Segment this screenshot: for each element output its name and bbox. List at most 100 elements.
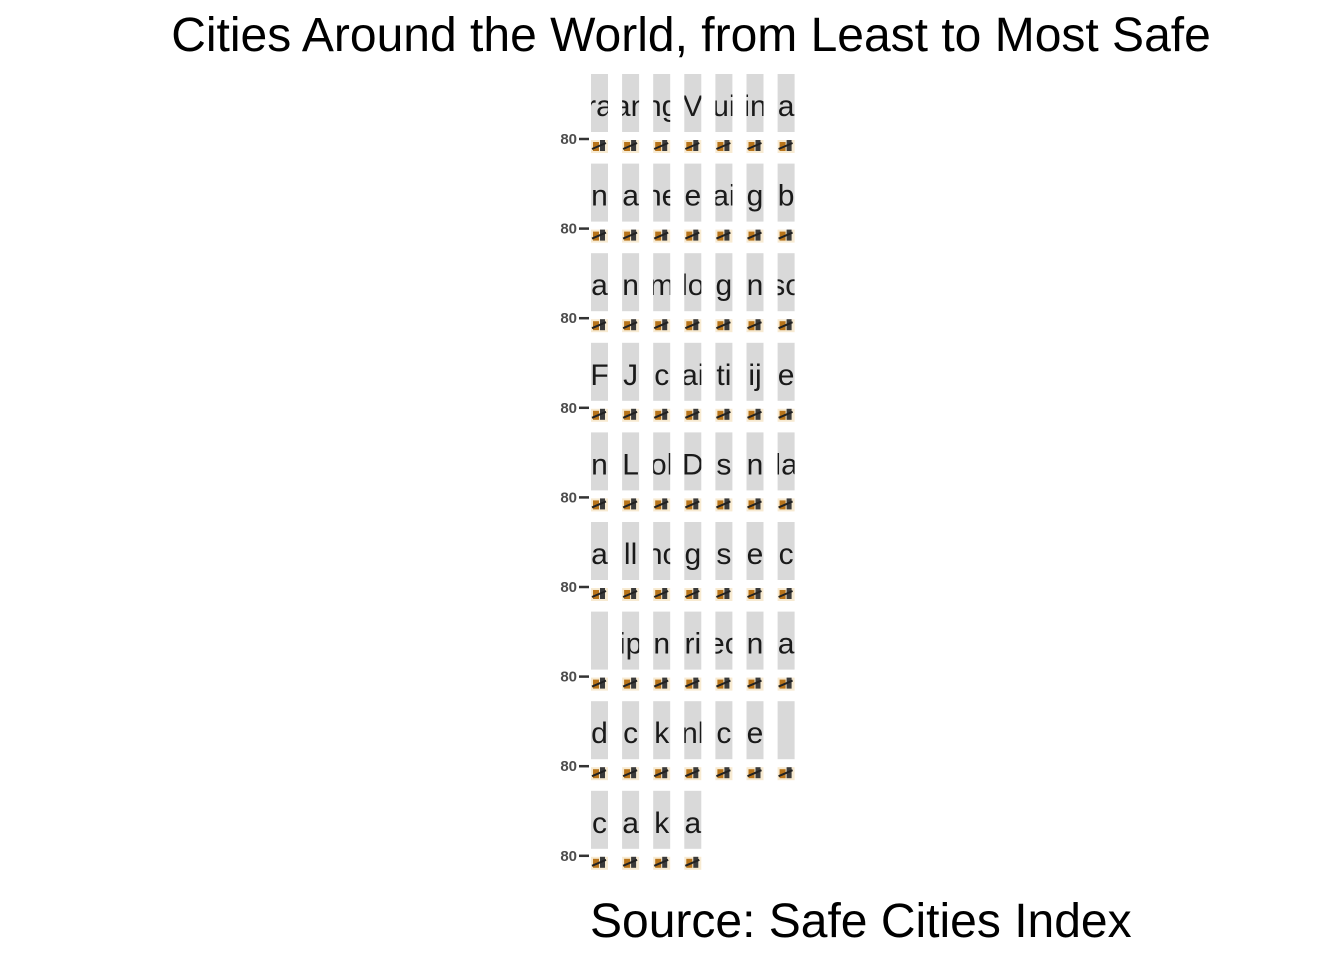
facet-strip-label: k	[654, 807, 670, 840]
facet-strip	[591, 342, 608, 401]
data-mark	[778, 231, 793, 240]
facet-strip	[684, 74, 702, 132]
facet-strip-label: F	[590, 359, 608, 392]
data-mark	[591, 679, 607, 688]
facet-strip-label: ip	[619, 628, 642, 661]
facet-panel: n 80	[560, 163, 608, 243]
data-mark	[747, 679, 762, 688]
data-mark	[747, 590, 762, 598]
facet-panel: a	[622, 163, 640, 243]
facet-panel: n	[746, 253, 764, 333]
data-mark	[622, 858, 638, 867]
facet-panel: c	[777, 522, 795, 601]
facet-strip	[715, 342, 733, 401]
facet-strip	[653, 701, 671, 760]
facet-strip	[746, 74, 764, 132]
facet-panel: e	[684, 163, 702, 243]
facet-panel: hc	[653, 522, 671, 601]
data-mark	[778, 679, 793, 688]
facet-panel: lo	[684, 253, 702, 333]
facet-panel: b	[777, 163, 795, 243]
facet-strip-label: ai	[681, 359, 704, 392]
facet-strip	[591, 253, 608, 312]
facet-panel: ng	[653, 74, 671, 153]
data-mark	[653, 231, 669, 240]
data-mark	[778, 769, 793, 778]
facet-strip-label: in	[743, 90, 766, 123]
facet-panel: so	[777, 253, 795, 333]
facet-panel: F 80	[560, 342, 608, 422]
facet-panel: d 80	[560, 701, 608, 781]
facet-strip	[684, 432, 702, 491]
facet-strip	[684, 253, 702, 312]
facet-strip	[777, 522, 795, 580]
facet-panel: ip	[619, 611, 642, 691]
facet-strip-label: ui	[712, 90, 735, 123]
facet-strip-label: n	[747, 269, 764, 302]
facet-panel: an	[622, 74, 640, 153]
facet-strip	[591, 790, 608, 849]
data-mark	[716, 679, 731, 688]
data-mark	[716, 410, 731, 419]
data-mark	[653, 858, 669, 867]
facet-strip-label: a	[591, 538, 608, 571]
facet-strip	[622, 790, 640, 849]
facet-panel: a 80	[560, 253, 608, 333]
data-mark	[778, 410, 793, 419]
facet-panel: a	[777, 611, 795, 691]
facet-strip	[622, 74, 640, 132]
facet-strip	[653, 74, 671, 132]
data-mark	[653, 410, 669, 419]
facet-strip-label: e	[778, 359, 795, 392]
facet-strip-label: a	[778, 628, 795, 661]
facet-strip-label: b	[778, 180, 795, 213]
data-mark	[591, 500, 607, 509]
facet-strip	[777, 342, 795, 401]
data-mark	[684, 858, 700, 867]
facet-strip	[684, 342, 702, 401]
data-mark	[622, 231, 638, 240]
facet-strip	[777, 611, 795, 670]
facet-panel: n	[653, 611, 671, 691]
facet-strip	[591, 74, 608, 132]
chart-title: Cities Around the World, from Least to M…	[171, 9, 1211, 62]
facet-strip	[653, 432, 671, 491]
data-mark	[716, 231, 731, 240]
facet-panel: ij	[746, 342, 764, 422]
facet-panel: ll	[622, 522, 640, 601]
data-mark	[622, 590, 638, 598]
facet-panel: n 80	[560, 432, 608, 512]
facet-strip-label: s	[716, 448, 731, 481]
facet-strip-label: la	[774, 448, 798, 481]
facet-panel: D	[684, 432, 702, 512]
facet-strip-label: c	[654, 359, 669, 392]
data-mark	[591, 231, 607, 240]
facet-strip	[715, 611, 733, 670]
facet-strip-label: a	[622, 807, 639, 840]
facet-strip	[591, 611, 608, 670]
facet-strip	[715, 253, 733, 312]
data-mark	[716, 321, 731, 330]
facet-strip	[715, 522, 733, 580]
data-mark	[747, 500, 762, 509]
facet-strip-label: k	[654, 717, 670, 750]
facet-strip	[684, 163, 702, 222]
y-tick-label: 80	[560, 310, 577, 327]
facet-strip-label: m	[649, 269, 674, 302]
facet-strip	[622, 522, 640, 580]
data-mark	[591, 769, 607, 778]
facet-strip	[684, 611, 702, 670]
data-mark	[591, 321, 607, 330]
facet-strip	[653, 253, 671, 312]
facet-strip	[622, 342, 640, 401]
facet-strip-label: ne	[645, 180, 678, 213]
facet-panel: J	[622, 342, 640, 422]
data-mark	[716, 142, 731, 150]
facet-panel: k	[653, 790, 671, 870]
facet-strip-label: e	[684, 180, 701, 213]
facet-strip	[622, 163, 640, 222]
facet-strip-label: c	[592, 807, 607, 840]
facet-strip-label: c	[716, 717, 731, 750]
facet-strip-label: nl	[681, 717, 704, 750]
